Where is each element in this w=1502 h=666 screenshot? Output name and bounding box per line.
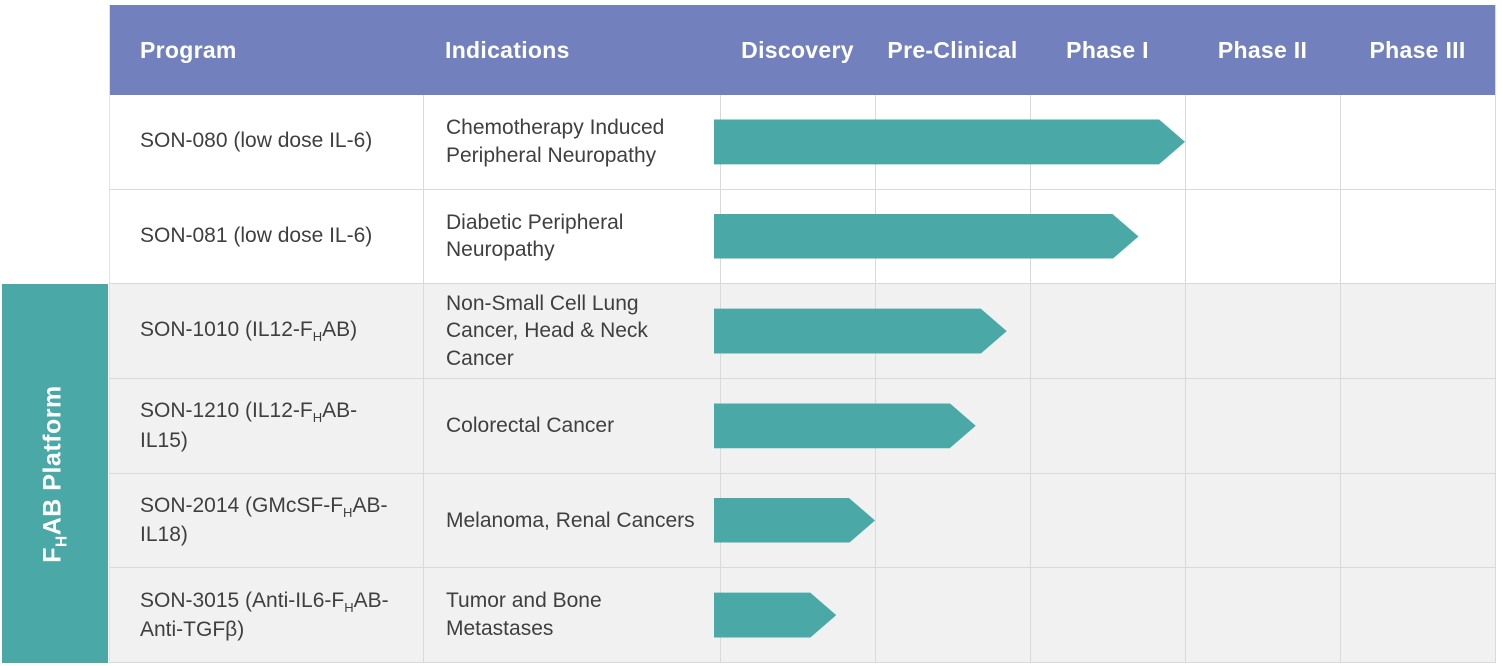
progress-arrow bbox=[714, 309, 1007, 354]
program-cell: SON-1210 (IL12-FHAB-IL15) bbox=[110, 379, 423, 473]
phase-cell-phase1 bbox=[1030, 568, 1185, 662]
table-header: Program Indications Discovery Pre-Clinic… bbox=[110, 5, 1495, 95]
phase-cell-phase2 bbox=[1185, 284, 1340, 378]
fhab-platform-band: FHAB Platform bbox=[2, 284, 108, 663]
program-cell: SON-2014 (GMcSF-FHAB-IL18) bbox=[110, 474, 423, 568]
phase-track bbox=[720, 189, 1495, 284]
program-name: SON-2014 (GMcSF-FHAB-IL18) bbox=[140, 493, 388, 547]
platform-label-pre: F bbox=[38, 546, 67, 563]
platform-label-subscript: H bbox=[53, 534, 71, 547]
progress-arrow bbox=[714, 214, 1139, 259]
phase-cell-phase3 bbox=[1340, 568, 1495, 662]
indication-cell: Melanoma, Renal Cancers bbox=[423, 473, 720, 568]
column-header-preclinical: Pre-Clinical bbox=[887, 36, 1018, 63]
pipeline-row-son1010: SON-1010 (IL12-FHAB) Non-Small Cell Lung… bbox=[110, 284, 1495, 379]
pipeline-row-son2014: SON-2014 (GMcSF-FHAB-IL18) Melanoma, Ren… bbox=[110, 473, 1495, 569]
program-cell: SON-3015 (Anti-IL6-FHAB-Anti-TGFβ) bbox=[110, 568, 423, 662]
program-name: SON-1010 (IL12-FHAB) bbox=[140, 318, 358, 345]
indication-cell: Colorectal Cancer bbox=[423, 378, 720, 473]
indication-cell: Chemotherapy Induced Peripheral Neuropat… bbox=[423, 95, 720, 189]
pipeline-row-son1210: SON-1210 (IL12-FHAB-IL15) Colorectal Can… bbox=[110, 378, 1495, 474]
pipeline-row-son3015: SON-3015 (Anti-IL6-FHAB-Anti-TGFβ) Tumor… bbox=[110, 568, 1495, 663]
program-cell: SON-080 (low dose IL-6) bbox=[110, 95, 423, 189]
column-header-phase2: Phase II bbox=[1217, 36, 1308, 63]
progress-arrow bbox=[714, 119, 1185, 164]
progress-arrow bbox=[714, 403, 976, 448]
program-cell: SON-1010 (IL12-FHAB) bbox=[110, 284, 423, 378]
indication-cell: Non-Small Cell Lung Cancer, Head & Neck … bbox=[423, 284, 720, 378]
platform-label-post: AB Platform bbox=[38, 384, 67, 535]
program-name: SON-1210 (IL12-FHAB-IL15) bbox=[140, 399, 358, 452]
phase-cell-phase3 bbox=[1340, 284, 1495, 378]
pipeline-row-son081: SON-081 (low dose IL-6) Diabetic Periphe… bbox=[110, 189, 1495, 285]
progress-arrow bbox=[714, 593, 836, 638]
phase-cell-phase1 bbox=[1030, 284, 1185, 378]
program-name: SON-3015 (Anti-IL6-FHAB-Anti-TGFβ) bbox=[140, 588, 389, 641]
phase-cell-phase3 bbox=[1340, 473, 1495, 568]
phase-cell-phase3 bbox=[1340, 95, 1495, 189]
phase-cell-phase1 bbox=[1030, 378, 1185, 473]
column-header-indications: Indications bbox=[445, 36, 570, 63]
pipeline-row-son080: SON-080 (low dose IL-6) Chemotherapy Ind… bbox=[110, 95, 1495, 190]
phase-cell-phase3 bbox=[1340, 189, 1495, 284]
pipeline-table: Program Indications Discovery Pre-Clinic… bbox=[109, 5, 1496, 663]
column-header-phase1: Phase I bbox=[1066, 36, 1149, 63]
column-header-phase3: Phase III bbox=[1369, 36, 1466, 63]
phase-track bbox=[720, 284, 1495, 378]
phase-cell-phase2 bbox=[1185, 473, 1340, 568]
indication-text: Tumor and Bone Metastases bbox=[446, 589, 602, 641]
phase-cell-phase2 bbox=[1185, 189, 1340, 284]
column-header-discovery: Discovery bbox=[741, 36, 854, 63]
phase-track bbox=[720, 568, 1495, 662]
phase-cell-preclinical bbox=[875, 473, 1030, 568]
program-cell: SON-081 (low dose IL-6) bbox=[110, 190, 423, 284]
column-header-program: Program bbox=[140, 36, 237, 63]
phase-cell-phase1 bbox=[1030, 473, 1185, 568]
indication-text: Diabetic Peripheral Neuropathy bbox=[446, 210, 624, 262]
phase-cell-phase2 bbox=[1185, 95, 1340, 189]
indication-text: Melanoma, Renal Cancers bbox=[446, 508, 695, 532]
indication-cell: Tumor and Bone Metastases bbox=[423, 568, 720, 662]
phase-cell-phase2 bbox=[1185, 568, 1340, 662]
indication-cell: Diabetic Peripheral Neuropathy bbox=[423, 189, 720, 284]
phase-cell-phase2 bbox=[1185, 378, 1340, 473]
progress-arrow bbox=[714, 498, 875, 543]
indication-text: Non-Small Cell Lung Cancer, Head & Neck … bbox=[446, 291, 648, 370]
indication-text: Colorectal Cancer bbox=[446, 413, 615, 437]
phase-cell-phase3 bbox=[1340, 378, 1495, 473]
indication-text: Chemotherapy Induced Peripheral Neuropat… bbox=[446, 116, 665, 167]
phase-track bbox=[720, 473, 1495, 568]
phase-cell-preclinical bbox=[875, 568, 1030, 662]
fhab-platform-label: FHAB Platform bbox=[39, 385, 72, 562]
program-name: SON-081 (low dose IL-6) bbox=[140, 223, 373, 247]
phase-track bbox=[720, 95, 1495, 189]
program-name: SON-080 (low dose IL-6) bbox=[140, 129, 373, 153]
phase-track bbox=[720, 378, 1495, 473]
